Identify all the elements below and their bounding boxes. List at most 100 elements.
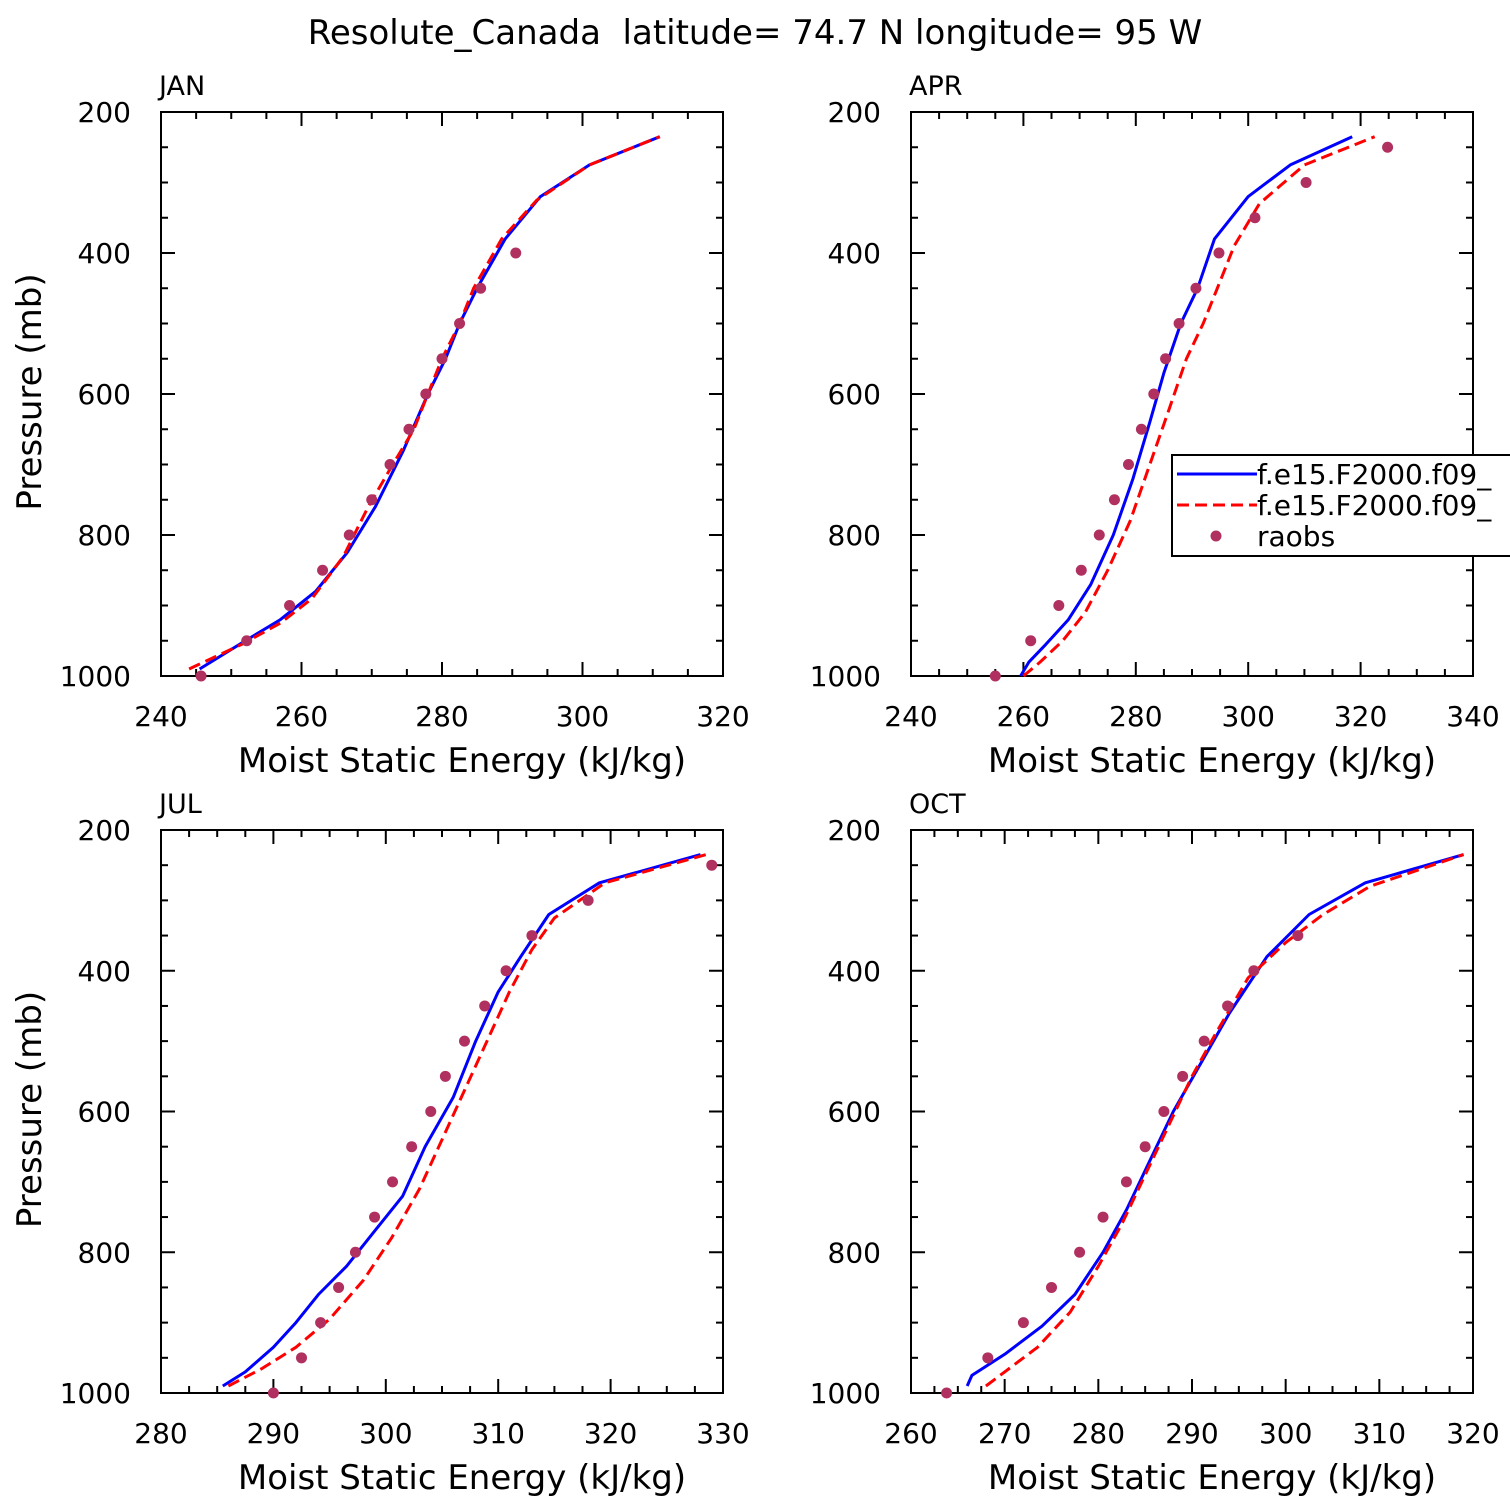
panel-jul-raobs-point (425, 1106, 437, 1117)
panel-jul-raobs-point (458, 1035, 470, 1047)
panel-jan-series-model1-line (198, 135, 661, 671)
panel-jul-ytick-label: 1000 (60, 1377, 131, 1410)
panel-apr-raobs-point (1190, 282, 1202, 294)
panel-apr-ytick-label: 400 (828, 237, 881, 270)
panel-jan-raobs-point (317, 564, 329, 576)
panel-apr-ytick-label: 200 (828, 96, 881, 129)
panel-apr-raobs-point (1108, 494, 1120, 506)
panel-jul-ytick-label: 800 (78, 1236, 131, 1269)
legend-label-model2: f.e15.F2000.f09_ (1257, 489, 1492, 522)
panel-apr-raobs-point (1053, 600, 1065, 611)
panel-jan-xtick-label: 320 (696, 700, 749, 733)
panel-jan-xtick-label: 280 (415, 700, 468, 733)
panel-oct-ytick-label: 400 (828, 955, 881, 988)
panel-oct-label: OCT (909, 789, 966, 820)
panel-apr-raobs-point (1300, 177, 1312, 188)
panel-oct-raobs-point (1198, 1035, 1210, 1047)
panel-jul-raobs-point (349, 1246, 361, 1258)
panel-oct-ytick-label: 600 (828, 1096, 881, 1129)
panel-jul-xtick-label: 320 (584, 1417, 637, 1450)
legend-marker-raobs (1210, 530, 1222, 542)
panel-jul-xtick-label: 300 (359, 1417, 412, 1450)
panel-jul-raobs-point (526, 930, 538, 942)
panel-jul-raobs-point (267, 1387, 279, 1399)
panel-jan-xtick-label: 240 (134, 700, 187, 733)
panel-jul-series-model1-line (222, 853, 701, 1388)
panel-jan-raobs-point (420, 388, 432, 400)
panel-jan-raobs-point (284, 600, 296, 611)
panel-apr-series-model1-line (1019, 135, 1353, 677)
panel-oct-raobs-point (1017, 1317, 1029, 1329)
panel-jul-raobs-point (369, 1211, 381, 1223)
panel-jul-ytick-label: 600 (78, 1096, 131, 1129)
panel-jul-raobs-point (387, 1176, 399, 1188)
panel-oct-raobs-point (1046, 1281, 1057, 1293)
panel-oct-raobs-point (1158, 1106, 1170, 1117)
legend-label-model1: f.e15.F2000.f09_ (1257, 458, 1492, 491)
panel-oct-raobs-point (1074, 1246, 1086, 1258)
panel-oct-series-model1-line (965, 853, 1465, 1387)
panel-jan-raobs-point (454, 318, 466, 329)
panel-jan-raobs-point (195, 670, 207, 682)
panel-oct-raobs-point (1097, 1211, 1109, 1223)
panel-apr-raobs-point (1075, 564, 1087, 576)
panel-jul-ytick-label: 400 (78, 955, 131, 988)
panel-apr-raobs-point (1093, 529, 1105, 541)
panel-jan-ytick-label: 400 (78, 237, 131, 270)
panel-jan-raobs-point (366, 494, 378, 506)
panel-oct-raobs-point (1139, 1141, 1151, 1153)
panel-jul: 280 290 300 310 320 330 200 400 600 800 1000 JUL Moi… (10, 789, 750, 1498)
panel-jan-frame (160, 111, 724, 677)
panel-oct-xtick-label: 320 (1446, 1417, 1499, 1450)
panels: 240 260 280 300 320 200 400 600 800 1000 JAN Moist … (10, 71, 1500, 1498)
panel-apr-xtick-label: 240 (884, 700, 937, 733)
panel-oct-xlabel: Moist Static Energy (kJ/kg) (988, 1458, 1436, 1498)
panel-apr-raobs-point (989, 670, 1001, 682)
panel-jul-raobs-point (315, 1317, 327, 1329)
panel-jan-raobs-point (436, 353, 448, 365)
panel-oct-ytick-label: 200 (828, 814, 881, 847)
panel-apr-xtick-label: 280 (1109, 700, 1162, 733)
panel-oct-xtick-label: 300 (1259, 1417, 1312, 1450)
panel-apr-label: APR (909, 71, 963, 102)
panel-jan-ytick-label: 600 (78, 378, 131, 411)
panel-apr-raobs-point (1160, 353, 1172, 365)
panel-oct-raobs-point (1222, 1000, 1234, 1012)
panel-jul-raobs-point (296, 1352, 307, 1364)
panel-apr-ytick-label: 600 (828, 378, 881, 411)
panel-jan-ylabel: Pressure (mb) (10, 273, 50, 510)
panel-apr-xtick-label: 300 (1221, 700, 1274, 733)
panel-jul-raobs-point (439, 1070, 451, 1082)
panel-jul-frame (160, 829, 724, 1394)
panel-jul-xtick-label: 310 (471, 1417, 524, 1450)
panel-jul-raobs-point (333, 1281, 345, 1293)
panel-oct-raobs-point (1120, 1176, 1132, 1188)
panel-jan-label: JAN (157, 71, 205, 102)
panel-jan-raobs-point (475, 282, 487, 294)
panel-jul-xtick-label: 280 (134, 1417, 187, 1450)
panel-apr: 240 260 280 300 320 340 200 400 600 800 1000 APR Moi… (810, 71, 1500, 781)
panel-apr-raobs-point (1249, 212, 1261, 224)
panel-jan-raobs-point (241, 635, 253, 647)
panel-apr-series-model2-line (1022, 135, 1376, 678)
panel-apr-raobs-point (1122, 459, 1134, 470)
panel-jul-raobs-point (500, 965, 512, 977)
panel-oct-xtick-label: 270 (978, 1417, 1031, 1450)
legend: f.e15.F2000.f09_ f.e15.F2000.f09_ raobs (1171, 454, 1510, 557)
panel-oct-raobs-point (941, 1387, 953, 1399)
panel-apr-raobs-point (1148, 388, 1160, 400)
panel-jan-raobs-point (403, 423, 415, 435)
panel-jul-raobs-point (406, 1141, 418, 1153)
panel-oct-xtick-label: 280 (1072, 1417, 1125, 1450)
panel-oct-raobs-point (1248, 965, 1260, 977)
panel-jul-raobs-point (582, 894, 594, 906)
panel-apr-raobs-point (1025, 635, 1037, 647)
panel-oct-ytick-label: 800 (828, 1236, 881, 1269)
panel-jan: 240 260 280 300 320 200 400 600 800 1000 JAN Moist … (10, 71, 750, 781)
panel-oct-ytick-label: 1000 (810, 1377, 881, 1410)
panel-jul-raobs-point (706, 859, 718, 871)
panel-apr-raobs-point (1135, 423, 1147, 435)
panel-jul-ylabel: Pressure (mb) (10, 991, 50, 1228)
panel-jan-raobs-point (343, 529, 355, 541)
